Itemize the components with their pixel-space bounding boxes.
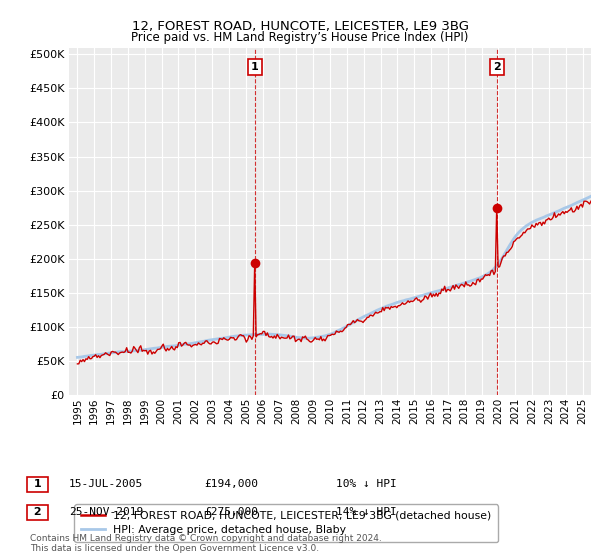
Legend: 12, FOREST ROAD, HUNCOTE, LEICESTER, LE9 3BG (detached house), HPI: Average pric: 12, FOREST ROAD, HUNCOTE, LEICESTER, LE9… (74, 505, 498, 542)
Text: 10% ↓ HPI: 10% ↓ HPI (336, 479, 397, 489)
Text: £275,000: £275,000 (204, 507, 258, 517)
Text: 2: 2 (30, 507, 46, 517)
Text: Contains HM Land Registry data © Crown copyright and database right 2024.
This d: Contains HM Land Registry data © Crown c… (30, 534, 382, 553)
Text: 12, FOREST ROAD, HUNCOTE, LEICESTER, LE9 3BG: 12, FOREST ROAD, HUNCOTE, LEICESTER, LE9… (131, 20, 469, 32)
Text: £194,000: £194,000 (204, 479, 258, 489)
Text: 15-JUL-2005: 15-JUL-2005 (69, 479, 143, 489)
Text: 14% ↓ HPI: 14% ↓ HPI (336, 507, 397, 517)
Text: 25-NOV-2019: 25-NOV-2019 (69, 507, 143, 517)
Text: 1: 1 (251, 62, 259, 72)
Text: 2: 2 (493, 62, 500, 72)
Text: 1: 1 (30, 479, 46, 489)
Text: Price paid vs. HM Land Registry’s House Price Index (HPI): Price paid vs. HM Land Registry’s House … (131, 31, 469, 44)
